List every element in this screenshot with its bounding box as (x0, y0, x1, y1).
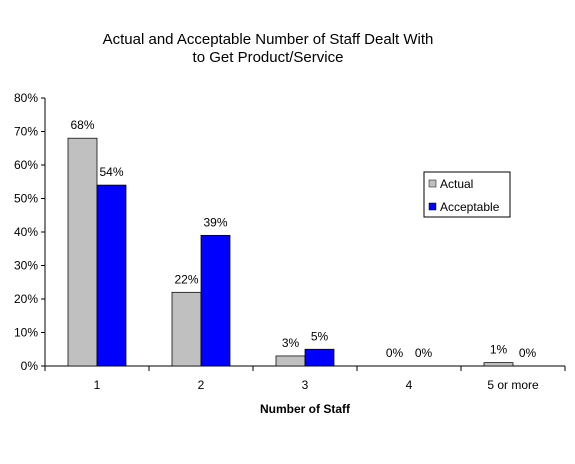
bar-actual-3 (275, 355, 306, 367)
bar-actual-2 (171, 291, 202, 367)
bar-acceptable-1 (96, 184, 127, 367)
y-tick-label: 60% (14, 158, 38, 172)
data-label-acceptable: 39% (203, 215, 227, 229)
bars (67, 137, 514, 367)
bar-acceptable-2 (200, 234, 231, 367)
legend-box (423, 171, 511, 218)
chart-title-line-2: to Get Product/Service (193, 49, 344, 66)
x-axis: 1 2 3 4 5 or more (44, 365, 566, 392)
legend-label-actual: Actual (440, 177, 473, 191)
data-label-actual: 0% (386, 346, 404, 360)
bar-actual-5 (483, 362, 514, 367)
y-tick-label: 20% (14, 292, 38, 306)
y-tick-label: 10% (14, 326, 38, 340)
data-labels: 68% 54% 22% 39% 3% 5% 0% 0% 1% 0% (70, 118, 536, 360)
data-label-acceptable: 5% (311, 329, 329, 343)
data-label-actual: 22% (174, 272, 198, 286)
bar-actual-1 (67, 137, 98, 367)
data-label-actual: 1% (490, 343, 508, 357)
y-tick-label: 70% (14, 125, 38, 139)
y-axis: 0% 10% 20% 30% 40% 50% 60% 70% 80% (14, 91, 46, 373)
y-tick-label: 40% (14, 225, 38, 239)
data-label-actual: 68% (70, 118, 94, 132)
legend-label-acceptable: Acceptable (440, 200, 500, 214)
bar-acceptable-3 (304, 348, 335, 367)
x-tick-label: 3 (302, 378, 309, 392)
legend-swatch-actual (428, 179, 437, 188)
x-tick-label: 1 (94, 378, 101, 392)
x-tick-label: 2 (198, 378, 205, 392)
chart-title-line-1: Actual and Acceptable Number of Staff De… (103, 31, 434, 48)
legend: Actual Acceptable (423, 171, 511, 218)
data-label-acceptable: 0% (415, 346, 433, 360)
y-tick-label: 30% (14, 259, 38, 273)
data-label-acceptable: 0% (519, 346, 537, 360)
y-tick-label: 0% (21, 359, 39, 373)
y-tick-label: 80% (14, 91, 38, 105)
x-tick-label: 4 (406, 378, 413, 392)
data-label-acceptable: 54% (99, 165, 123, 179)
x-tick-label: 5 or more (487, 378, 539, 392)
legend-swatch-acceptable (428, 202, 437, 211)
y-tick-label: 50% (14, 192, 38, 206)
data-label-actual: 3% (282, 336, 300, 350)
x-axis-label: Number of Staff (260, 402, 351, 416)
